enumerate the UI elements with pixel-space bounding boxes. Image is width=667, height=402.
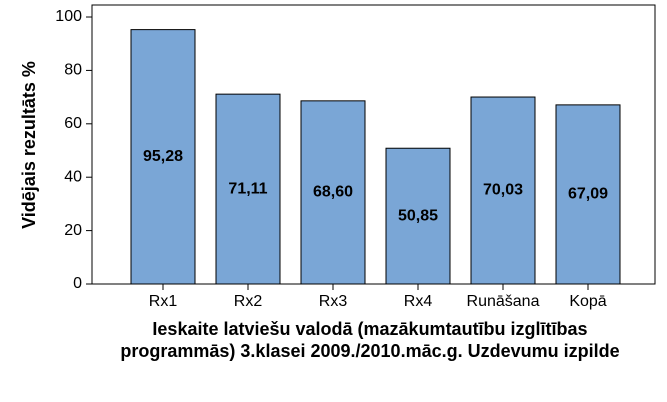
y-tick-label: 100 — [55, 8, 82, 25]
x-tick-label: Rx1 — [149, 293, 178, 310]
plot-frame — [91, 4, 656, 285]
x-tick-label: Runāšana — [467, 293, 540, 310]
value-label: 50,85 — [398, 207, 438, 224]
x-tick-label: Rx3 — [319, 293, 348, 310]
x-tick-label: Kopā — [569, 293, 606, 310]
y-axis-title: Vidējais rezultāts % — [19, 61, 39, 229]
bar — [385, 147, 451, 285]
value-label: 67,09 — [568, 186, 608, 203]
y-tick-label: 60 — [64, 115, 82, 132]
bar — [555, 104, 621, 285]
value-label: 95,28 — [143, 148, 183, 165]
y-tick-label: 20 — [64, 222, 82, 239]
bar — [300, 100, 366, 285]
value-label: 70,03 — [483, 182, 523, 199]
value-label: 71,11 — [228, 180, 267, 197]
y-tick-label: 0 — [73, 275, 82, 292]
x-tick-label: Rx4 — [404, 293, 433, 310]
y-tick-label: 80 — [64, 62, 82, 79]
y-tick-label: 40 — [64, 168, 82, 185]
x-axis-title: Ieskaite latviešu valodā (mazākumtautību… — [120, 319, 620, 361]
x-tick-label: Rx2 — [234, 293, 263, 310]
value-label: 68,60 — [313, 184, 353, 201]
bar — [470, 96, 536, 285]
